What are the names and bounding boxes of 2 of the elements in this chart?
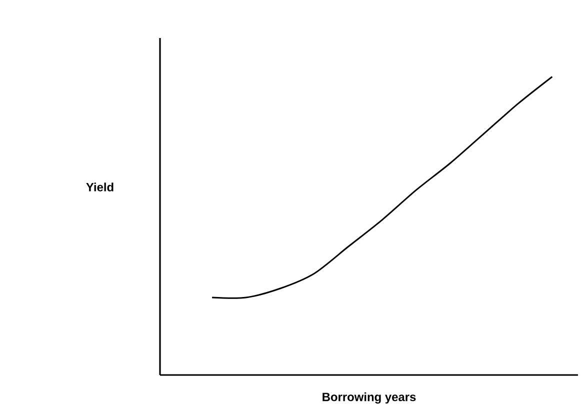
y-axis-title: Yield	[86, 182, 114, 192]
x-axis-title: Borrowing years	[322, 392, 416, 404]
